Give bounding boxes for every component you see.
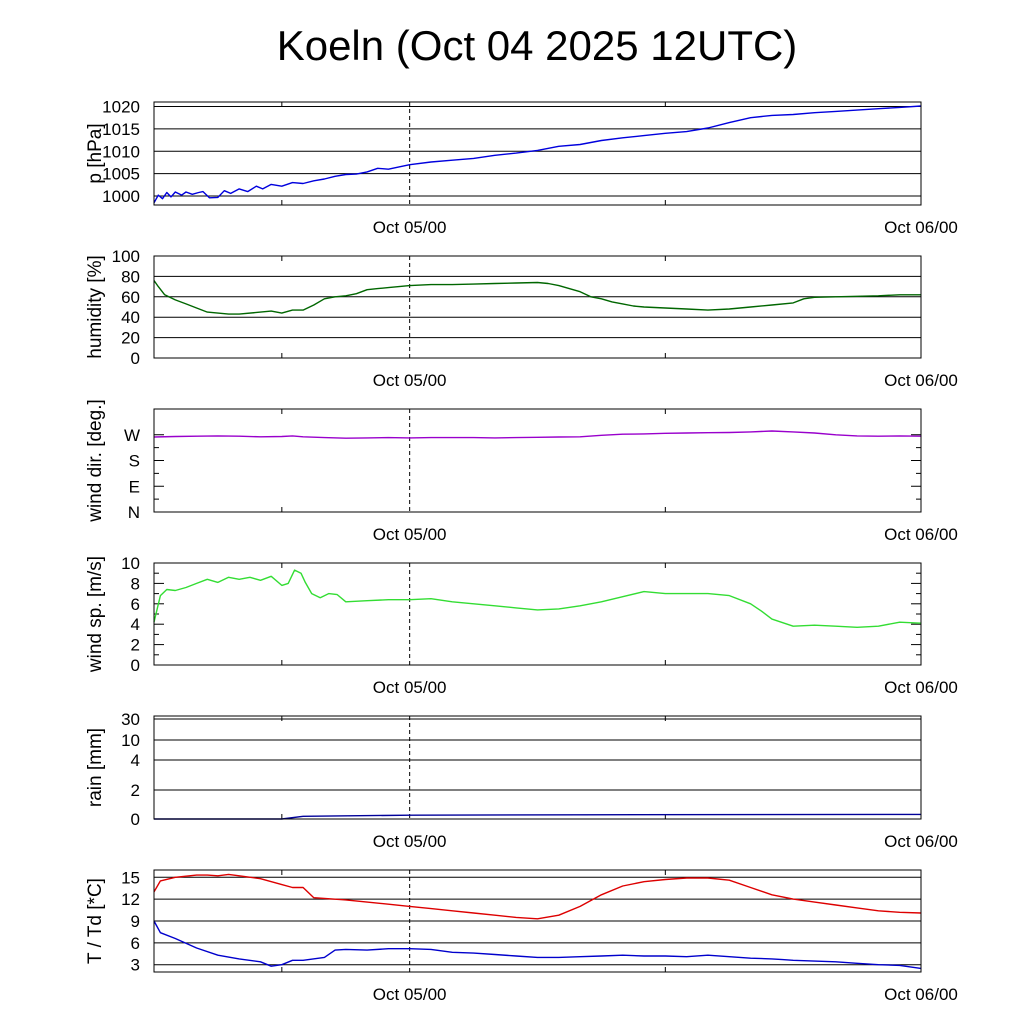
pressure-ytick-label: 1005 — [102, 165, 140, 184]
wind_speed-ytick-label: 8 — [131, 574, 140, 593]
humidity-ylabel: humidity [%] — [85, 255, 106, 358]
wind_dir-xtick-label: Oct 06/00 — [884, 525, 958, 544]
temperature-ytick-label: 15 — [121, 868, 140, 887]
rain-frame — [153, 715, 922, 820]
wind_dir-ytick-label: E — [129, 477, 140, 496]
temperature-xtick-label: Oct 05/00 — [373, 985, 447, 1004]
humidity-ytick-label: 0 — [131, 349, 140, 368]
rain-ytick-label: 2 — [131, 781, 140, 800]
wind_speed-series-line-0 — [153, 569, 922, 628]
wind_dir-ylabel: wind dir. [deg.] — [85, 399, 106, 523]
temperature-series-line-1 — [153, 920, 922, 970]
wind_dir-series-line-0 — [153, 430, 922, 439]
wind_speed-ytick-label: 4 — [131, 615, 140, 634]
rain-ylabel: rain [mm] — [85, 728, 106, 807]
pressure-ytick-label: 1010 — [102, 142, 140, 161]
humidity-ytick-label: 80 — [121, 267, 140, 286]
rain-xtick-label: Oct 06/00 — [884, 832, 958, 851]
wind_dir-ytick-label: W — [124, 426, 140, 445]
pressure-ytick-label: 1020 — [102, 97, 140, 116]
humidity-xtick-label: Oct 06/00 — [884, 371, 958, 390]
wind_speed-xtick-label: Oct 06/00 — [884, 678, 958, 697]
wind_speed-ytick-label: 6 — [131, 595, 140, 614]
wind_dir-ytick-label: N — [128, 503, 140, 522]
temperature-ylabel: T / Td [*C] — [85, 878, 106, 964]
pressure-xtick-label: Oct 05/00 — [373, 218, 447, 237]
rain-ytick-label: 0 — [131, 810, 140, 829]
rain-series-line-0 — [154, 813, 922, 820]
temperature-ytick-label: 3 — [131, 956, 140, 975]
rain-ytick-label: 4 — [131, 751, 140, 770]
pressure-ytick-label: 1015 — [102, 120, 140, 139]
pressure-ytick-label: 1000 — [102, 187, 140, 206]
wind_speed-frame — [153, 562, 922, 666]
humidity-ytick-label: 40 — [121, 308, 140, 327]
humidity-ytick-label: 60 — [121, 288, 140, 307]
temperature-ytick-label: 9 — [131, 912, 140, 931]
rain-xtick-label: Oct 05/00 — [373, 832, 447, 851]
pressure-xtick-label: Oct 06/00 — [884, 218, 958, 237]
humidity-ytick-label: 20 — [121, 329, 140, 348]
temperature-ytick-label: 12 — [121, 890, 140, 909]
wind_dir-frame — [153, 408, 922, 513]
temperature-ytick-label: 6 — [131, 934, 140, 953]
humidity-series-line-0 — [153, 280, 921, 315]
humidity-ytick-label: 100 — [112, 247, 140, 266]
rain-ytick-label: 30 — [121, 710, 140, 729]
wind_dir-xtick-label: Oct 05/00 — [373, 525, 447, 544]
pressure-frame — [153, 101, 922, 206]
pressure-series-line-0 — [153, 105, 922, 204]
chart-title: Koeln (Oct 04 2025 12UTC) — [276, 22, 798, 69]
temperature-xtick-label: Oct 06/00 — [884, 985, 958, 1004]
temperature-frame — [153, 869, 922, 973]
wind_speed-ylabel: wind sp. [m/s] — [85, 556, 106, 673]
wind_dir-ytick-label: S — [129, 452, 140, 471]
wind_speed-ytick-label: 0 — [131, 656, 140, 675]
wind_speed-ytick-label: 10 — [121, 554, 140, 573]
pressure-ylabel: p [hPa] — [85, 123, 106, 183]
wind_speed-xtick-label: Oct 05/00 — [373, 678, 447, 697]
humidity-frame — [153, 255, 922, 359]
rain-ytick-label: 10 — [121, 731, 140, 750]
temperature-series-line-0 — [153, 873, 922, 920]
wind_speed-ytick-label: 2 — [131, 636, 140, 655]
humidity-xtick-label: Oct 05/00 — [373, 371, 447, 390]
